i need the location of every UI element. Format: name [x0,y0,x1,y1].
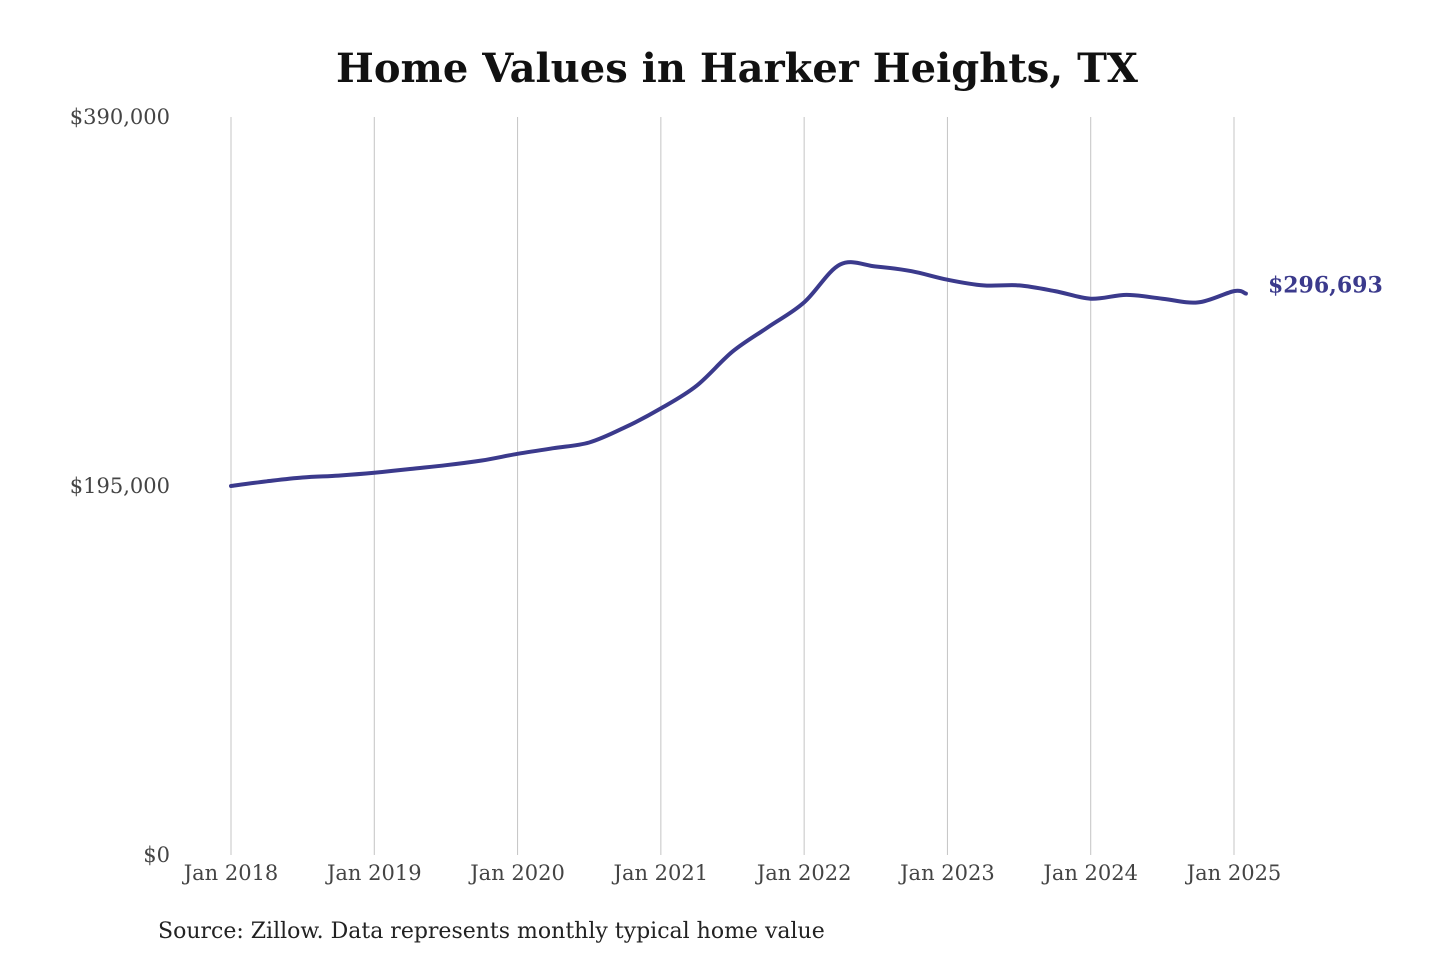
y-tick-label: $195,000 [70,474,170,498]
gridlines [230,117,1235,855]
x-tick-label: Jan 2020 [468,861,565,885]
x-tick-label: Jan 2018 [182,861,279,885]
end-value-label: $296,693 [1268,273,1383,299]
source-note: Source: Zillow. Data represents monthly … [158,919,825,944]
x-axis-ticks: Jan 2018 Jan 2019 Jan 2020 Jan 2021 Jan 2022… [182,861,1282,885]
chart-title: Home Values in Harker Heights, TX [336,45,1138,92]
x-tick-label: Jan 2025 [1185,861,1282,885]
x-tick-label: Jan 2021 [612,861,709,885]
series-line [229,260,1248,488]
y-tick-label: $390,000 [70,105,170,129]
y-tick-label: $0 [143,843,170,867]
y-axis-ticks: $390,000 $195,000 $0 [70,105,170,867]
x-tick-label: Jan 2024 [1041,861,1138,885]
x-tick-label: Jan 2023 [898,861,995,885]
x-tick-label: Jan 2019 [325,861,422,885]
x-tick-label: Jan 2022 [755,861,852,885]
